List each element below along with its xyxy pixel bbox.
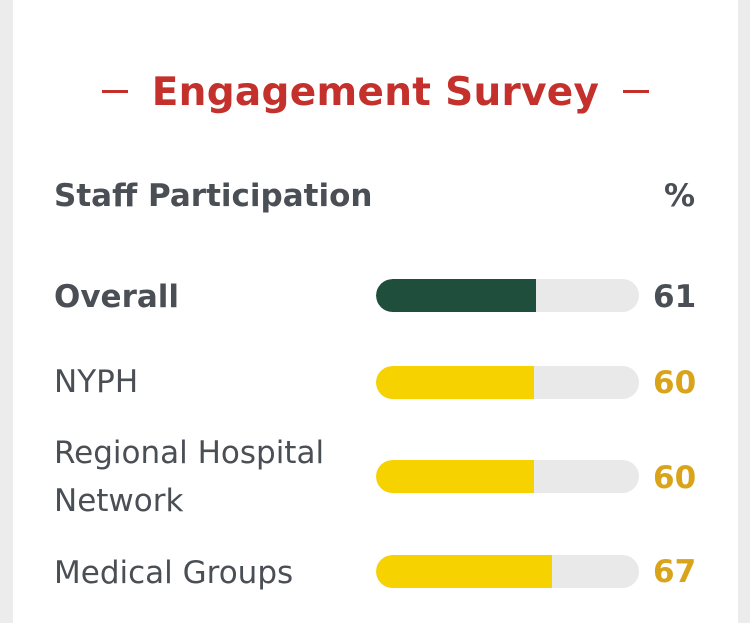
card-title: Engagement Survey [151,69,600,115]
row-label-overall: Overall [54,279,180,315]
bar-track-medical-groups [376,555,639,588]
value-label-medical-groups: 67 [653,554,697,590]
value-label-regional-hospital-network: 60 [653,460,697,496]
bar-track-overall [376,279,639,312]
row-label-medical-groups: Medical Groups [54,555,294,591]
bar-track-regional-hospital-network [376,460,639,493]
bar-fill-regional-hospital-network [376,460,534,493]
value-header: % [664,178,696,214]
bar-fill-medical-groups [376,555,553,588]
value-label-overall: 61 [653,279,697,315]
engagement-survey-card: Engagement Survey Staff Participation % … [13,0,738,623]
bar-fill-overall [376,279,537,312]
title-dash-left [101,89,128,93]
value-label-nyph: 60 [653,365,697,401]
bar-fill-nyph [376,366,534,399]
row-label-nyph: NYPH [54,364,139,400]
category-header: Staff Participation [54,178,373,214]
row-label-regional-hospital-network: Regional Hospital Network [54,435,325,519]
title-row: Engagement Survey [13,62,738,122]
bar-track-nyph [376,366,639,399]
title-dash-right [623,89,650,93]
